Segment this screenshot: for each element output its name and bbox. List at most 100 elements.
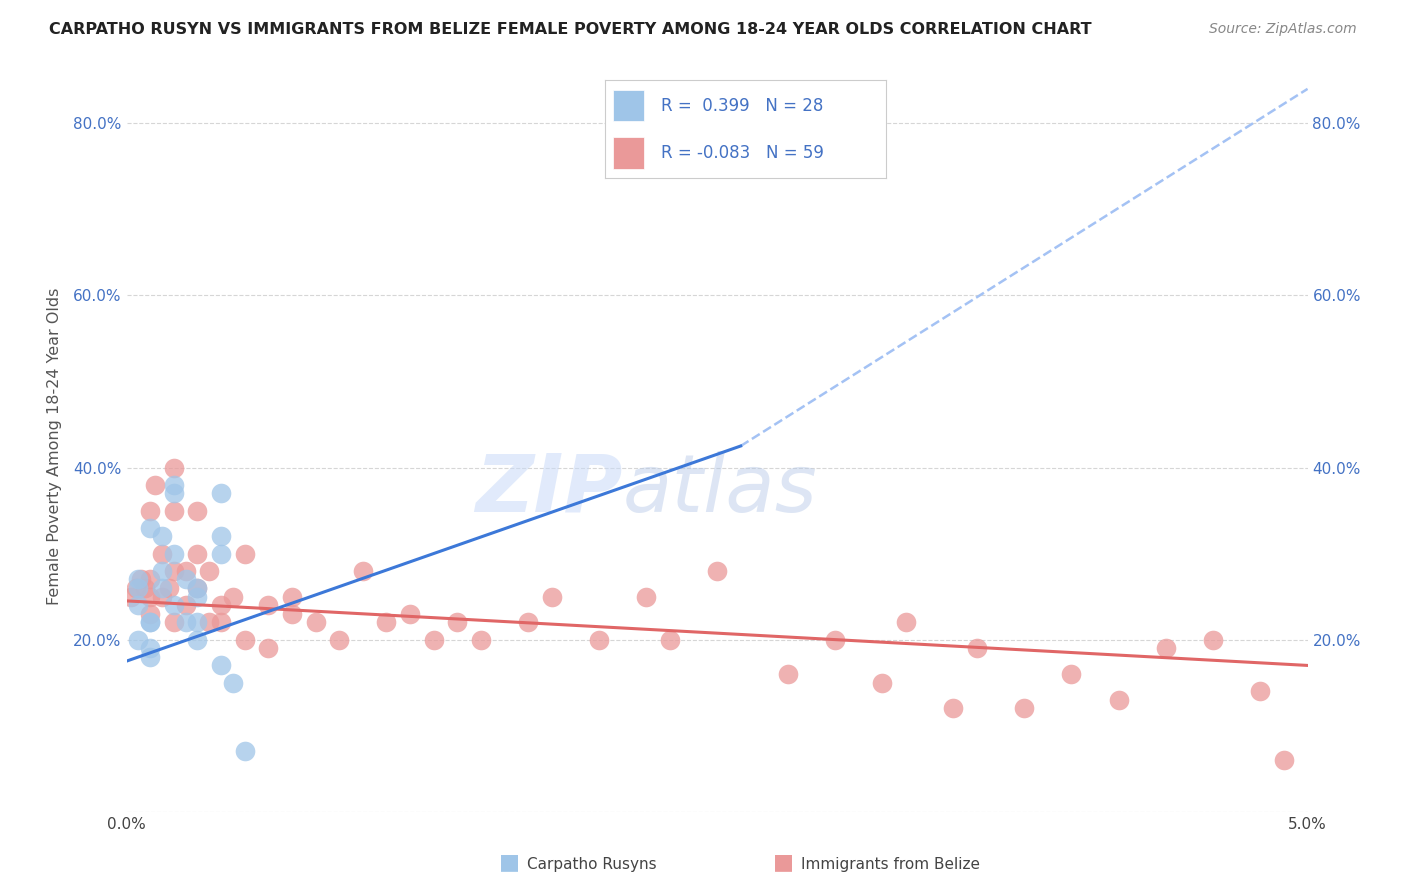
Point — [120, 590, 142, 604]
Point — [186, 632, 208, 647]
Point — [824, 632, 846, 647]
Point — [139, 615, 162, 630]
Point — [139, 615, 162, 630]
Point — [186, 581, 208, 595]
Point — [198, 615, 221, 630]
Text: ■: ■ — [773, 853, 794, 872]
Point — [139, 573, 162, 587]
Point — [127, 573, 149, 587]
Point — [1202, 632, 1225, 647]
Point — [157, 581, 180, 595]
Point — [186, 615, 208, 630]
Point — [209, 598, 232, 612]
Point — [150, 590, 173, 604]
Text: R =  0.399   N = 28: R = 0.399 N = 28 — [661, 97, 823, 115]
Point — [163, 477, 186, 491]
Point — [1249, 684, 1271, 698]
Point — [1108, 693, 1130, 707]
Point — [209, 615, 232, 630]
Text: R = -0.083   N = 59: R = -0.083 N = 59 — [661, 144, 824, 161]
Text: ZIP: ZIP — [475, 450, 623, 529]
Point — [233, 632, 256, 647]
Point — [143, 477, 166, 491]
Point — [174, 564, 197, 578]
Point — [209, 529, 232, 543]
Point — [163, 564, 186, 578]
Point — [150, 564, 173, 578]
Point — [257, 641, 280, 656]
Point — [125, 581, 148, 595]
Point — [129, 573, 152, 587]
Bar — [613, 137, 644, 169]
Point — [706, 564, 728, 578]
Point — [134, 581, 156, 595]
Point — [127, 598, 149, 612]
Point — [150, 547, 173, 561]
Point — [588, 632, 610, 647]
Point — [139, 590, 162, 604]
Text: ■: ■ — [499, 853, 520, 872]
Point — [150, 581, 173, 595]
Text: Immigrants from Belize: Immigrants from Belize — [801, 857, 980, 872]
Point — [328, 632, 350, 647]
Point — [872, 675, 894, 690]
Point — [139, 649, 162, 664]
Point — [1012, 701, 1035, 715]
Point — [198, 564, 221, 578]
Point — [174, 573, 197, 587]
Point — [163, 547, 186, 561]
Point — [163, 503, 186, 517]
Point — [540, 590, 562, 604]
Point — [139, 607, 162, 621]
Point — [209, 658, 232, 673]
Text: Source: ZipAtlas.com: Source: ZipAtlas.com — [1209, 22, 1357, 37]
Point — [186, 581, 208, 595]
Point — [222, 675, 245, 690]
Point — [209, 547, 232, 561]
Point — [163, 486, 186, 500]
Point — [163, 460, 186, 475]
Point — [470, 632, 492, 647]
Point — [222, 590, 245, 604]
Point — [636, 590, 658, 604]
Point — [658, 632, 681, 647]
Point — [127, 632, 149, 647]
Point — [257, 598, 280, 612]
Point — [174, 615, 197, 630]
Point — [399, 607, 422, 621]
Point — [942, 701, 965, 715]
Point — [422, 632, 444, 647]
Text: CARPATHO RUSYN VS IMMIGRANTS FROM BELIZE FEMALE POVERTY AMONG 18-24 YEAR OLDS CO: CARPATHO RUSYN VS IMMIGRANTS FROM BELIZE… — [49, 22, 1092, 37]
Point — [139, 521, 162, 535]
Point — [1154, 641, 1177, 656]
Point — [139, 641, 162, 656]
Text: atlas: atlas — [623, 450, 817, 529]
Point — [894, 615, 917, 630]
Point — [776, 667, 799, 681]
Point — [281, 607, 304, 621]
Point — [127, 581, 149, 595]
Point — [163, 615, 186, 630]
Text: Carpatho Rusyns: Carpatho Rusyns — [527, 857, 657, 872]
Point — [209, 486, 232, 500]
Point — [375, 615, 398, 630]
Point — [1060, 667, 1083, 681]
Point — [446, 615, 468, 630]
Y-axis label: Female Poverty Among 18-24 Year Olds: Female Poverty Among 18-24 Year Olds — [46, 287, 62, 605]
Point — [352, 564, 374, 578]
Point — [186, 590, 208, 604]
Point — [186, 503, 208, 517]
Point — [174, 598, 197, 612]
Point — [281, 590, 304, 604]
Point — [139, 503, 162, 517]
Point — [304, 615, 326, 630]
Point — [150, 529, 173, 543]
Point — [1272, 753, 1295, 767]
Point — [966, 641, 988, 656]
Bar — [613, 90, 644, 121]
Point — [186, 547, 208, 561]
Point — [517, 615, 540, 630]
Point — [163, 598, 186, 612]
Point — [233, 744, 256, 758]
Point — [233, 547, 256, 561]
